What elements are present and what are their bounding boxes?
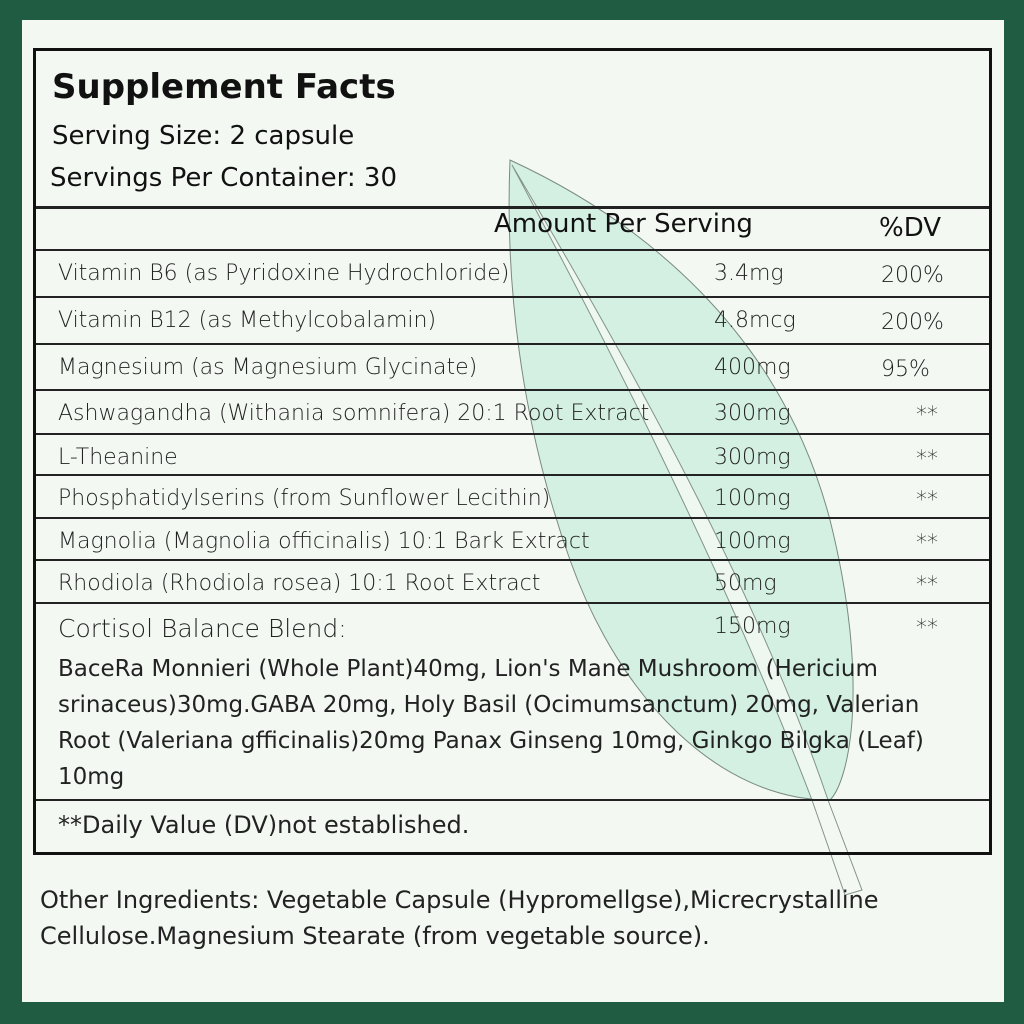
divider (36, 389, 989, 391)
servings-per-container: Servings Per Container: 30 (50, 163, 398, 193)
nutrient-dv: ** (916, 531, 938, 556)
nutrient-amount: 3.4mg (714, 261, 784, 286)
nutrient-name: Ashwagandha (Withania somnifera) 20:1 Ro… (58, 401, 650, 426)
nutrient-dv: ** (916, 573, 938, 598)
nutrient-name: Vitamin B6 (as Pyridoxine Hydrochloride) (58, 261, 510, 286)
footnote: **Daily Value (DV)not established. (58, 811, 470, 839)
nutrient-dv: 200% (881, 310, 944, 335)
dv-header: %DV (879, 213, 942, 243)
nutrient-name: Magnolia (Magnolia officinalis) 10:1 Bar… (58, 529, 590, 554)
nutrient-name: Rhodiola (Rhodiola rosea) 10:1 Root Extr… (58, 571, 541, 596)
divider (36, 799, 989, 801)
nutrient-dv: 200% (881, 263, 944, 288)
divider (36, 249, 989, 251)
nutrient-dv: ** (916, 403, 938, 428)
nutrient-dv: ** (916, 488, 938, 513)
nutrient-amount: 4.8mcg (714, 308, 796, 333)
divider (36, 602, 989, 604)
serving-size: Serving Size: 2 capsule (52, 121, 355, 151)
nutrient-name: Magnesium (as Magnesium Glycinate) (58, 355, 478, 380)
divider (36, 343, 989, 345)
blend-detail: BaceRa Monnieri (Whole Plant)40mg, Lion'… (58, 656, 924, 790)
divider (36, 559, 989, 561)
nutrient-amount: 400mg (714, 355, 791, 380)
nutrient-dv: ** (916, 447, 938, 472)
nutrient-amount: 300mg (714, 401, 791, 426)
nutrient-name: L-Theanine (58, 445, 178, 470)
title: Supplement Facts (52, 67, 396, 107)
amount-header: Amount Per Serving (494, 209, 753, 239)
nutrient-dv: 95% (881, 357, 930, 382)
nutrient-amount: 100mg (714, 486, 791, 511)
nutrient-amount: 300mg (714, 445, 791, 470)
divider (36, 433, 989, 435)
divider (36, 474, 989, 476)
supplement-facts-table: Supplement Facts Serving Size: 2 capsule… (33, 48, 992, 855)
nutrient-amount: 50mg (714, 571, 777, 596)
divider (36, 296, 989, 298)
divider (36, 206, 989, 209)
nutrient-name: Phosphatidylserins (from Sunflower Lecit… (58, 486, 551, 511)
nutrient-amount: 100mg (714, 529, 791, 554)
nutrient-name: Vitamin B12 (as Methylcobalamin) (58, 308, 437, 333)
nutrient-amount: 150mg (714, 614, 791, 639)
other-ingredients: Other Ingredients: Vegetable Capsule (Hy… (40, 886, 879, 950)
nutrient-name: Cortisol Balance Blend: (58, 614, 347, 643)
nutrient-dv: ** (916, 616, 938, 641)
divider (36, 517, 989, 519)
